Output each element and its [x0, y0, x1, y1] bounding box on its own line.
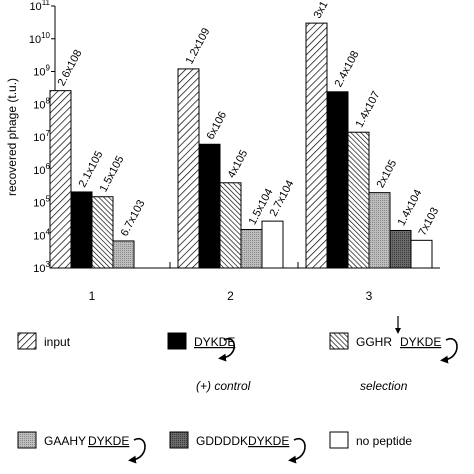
gaahy-cleavage-arrow-icon — [128, 437, 146, 464]
legend-swatch-gddddk — [169, 431, 189, 449]
control-cleavage-arrow-icon — [218, 337, 236, 362]
bar-selection-2 — [219, 182, 242, 269]
bar-label-input-2: 1.2x109 — [184, 26, 213, 66]
legend-swatch-nopeptide — [329, 431, 349, 449]
legend-swatch-input — [17, 332, 37, 350]
legend-swatch-gaahy — [17, 431, 37, 449]
bar-input-1 — [49, 90, 72, 269]
bar-gaahy-3 — [368, 192, 391, 269]
bar-control-3 — [326, 91, 349, 269]
y-tick-label: 103 — [33, 260, 50, 275]
bar-gddddk-3 — [389, 229, 412, 269]
legend-label-nopeptide: no peptide — [356, 434, 412, 448]
y-tick-label: 1011 — [29, 0, 50, 13]
bar-label-selection-2: 4x105 — [226, 148, 251, 180]
bar-label-selection-3: 1.4x107 — [354, 89, 383, 129]
bar-label-gaahy-3: 2x105 — [375, 158, 400, 190]
bar-nopeptide-2 — [261, 220, 284, 269]
bar-label-gddddk-3: 1.4x104 — [396, 188, 425, 228]
legend-item-input: input — [17, 332, 71, 350]
legend-caption-selection: selection — [360, 379, 408, 393]
x-tick-label-2: 2 — [227, 289, 234, 303]
y-tick-label: 105 — [33, 195, 50, 210]
legend-swatch-control — [167, 332, 187, 350]
y-axis-label: recovered phage (t.u.) — [5, 78, 19, 196]
bar-label-control-2: 6x106 — [205, 110, 230, 142]
y-tick-label: 107 — [33, 129, 50, 144]
legend-prefix-selection: GGHR — [356, 335, 392, 349]
bar-nopeptide-3 — [410, 239, 433, 269]
bar-control-2 — [198, 143, 221, 269]
y-tick-label: 1010 — [29, 31, 51, 46]
legend-item-selection: GGHR DYKDE selection — [329, 316, 458, 393]
bar-label-control-3: 2.4x108 — [333, 49, 362, 89]
bar-input-2 — [177, 68, 200, 269]
gddddk-cleavage-arrow-icon — [288, 437, 306, 464]
legend-prefix-gddddk: GDDDDK — [196, 434, 248, 448]
bar-gaahy-1 — [112, 240, 135, 269]
bar-label-gaahy-1: 6.7x103 — [119, 198, 148, 238]
bars — [49, 22, 433, 269]
bar-selection-3 — [347, 131, 370, 269]
bar-label-nopeptide-3: 7x103 — [417, 206, 442, 238]
legend-caption-control: (+) control — [196, 379, 251, 393]
y-tick-label: 109 — [33, 64, 50, 79]
legend-item-nopeptide: no peptide — [329, 431, 412, 449]
y-tick-label: 106 — [33, 162, 50, 177]
legend-label-control: DYKDE — [194, 335, 235, 349]
legend-prefix-gaahy: GAAHY — [44, 434, 86, 448]
legend-item-control: DYKDE (+) control — [167, 332, 251, 393]
selection-cleavage-arrow-icon — [440, 337, 458, 364]
legend-label-gddddk: DYKDE — [248, 434, 289, 448]
legend: input DYKDE (+) control GGHR DYKDE selec… — [17, 316, 458, 464]
x-tick-label-1: 1 — [89, 289, 96, 303]
legend-label-gaahy: DYKDE — [88, 434, 129, 448]
y-ticks: 103 104 105 106 107 108 109 1010 1011 — [29, 0, 55, 275]
legend-item-gaahy: GAAHY DYKDE — [17, 431, 146, 464]
legend-label-input: input — [44, 335, 71, 349]
x-ticks: 1 2 3 — [89, 262, 373, 303]
bar-selection-1 — [91, 196, 114, 269]
bar-input-3 — [305, 22, 328, 269]
bar-control-1 — [70, 191, 93, 269]
bar-gaahy-2 — [240, 228, 263, 269]
legend-label-selection: DYKDE — [400, 335, 441, 349]
x-tick-label-3: 3 — [366, 289, 373, 303]
legend-item-gddddk: GDDDDK DYKDE — [169, 431, 306, 464]
legend-swatch-selection — [329, 332, 349, 350]
y-tick-label: 104 — [33, 227, 50, 242]
bar-label-input-1: 2.6x108 — [56, 48, 85, 88]
y-tick-label: 108 — [33, 96, 50, 111]
bar-label-input-3: 3x1 — [312, 0, 331, 21]
